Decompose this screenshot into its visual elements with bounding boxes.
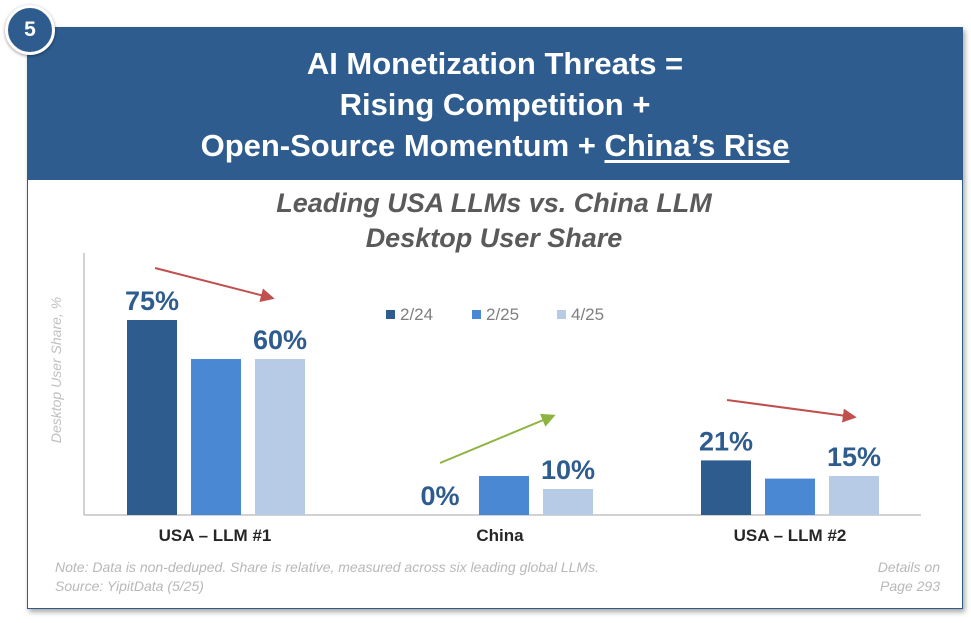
footnote-source: Source: YipitData (5/25) (55, 578, 204, 594)
bar-2-series-2 (479, 476, 529, 515)
chart-title-line-2: Desktop User Share (365, 223, 623, 253)
header-title-line-3-prefix: Open-Source Momentum + (200, 128, 605, 163)
chart-title-line-1: Leading USA LLMs vs. China LLM (276, 188, 712, 218)
legend-label-2: 2/25 (486, 305, 519, 324)
header-title-line-3: Open-Source Momentum + China’s Rise (28, 125, 962, 166)
details-line-2: Page 293 (880, 578, 940, 594)
header-title-line-2: Rising Competition + (339, 87, 651, 122)
bar-3-series-1 (701, 460, 751, 515)
trend-arrow-3 (726, 399, 857, 423)
data-label-2: 60% (253, 325, 307, 355)
footnote: Note: Data is non-deduped. Share is rela… (55, 558, 599, 596)
bar-3-series-2 (765, 478, 815, 515)
bar-1-series-1 (127, 320, 177, 515)
header-title-line-1: AI Monetization Threats = (306, 46, 684, 81)
bar-2-series-3 (543, 489, 593, 515)
trend-arrow-2 (439, 413, 556, 464)
y-axis-label: Desktop User Share, % (48, 297, 64, 443)
header-banner: AI Monetization Threats = Rising Competi… (28, 28, 962, 180)
data-label-1: 75% (125, 286, 179, 316)
legend-swatch-2 (472, 310, 481, 319)
data-label-6: 15% (827, 442, 881, 472)
legend-swatch-1 (386, 310, 395, 319)
details-line-1: Details on (877, 559, 940, 575)
legend-label-1: 2/24 (400, 305, 433, 324)
data-label-4: 10% (541, 455, 595, 485)
footnote-note: Note: Data is non-deduped. Share is rela… (55, 559, 599, 575)
legend-label-3: 4/25 (571, 305, 604, 324)
category-label-3: USA – LLM #2 (734, 526, 847, 545)
category-label-2: China (476, 526, 524, 545)
data-label-3: 0% (420, 481, 459, 511)
bar-3-series-3 (829, 476, 879, 515)
legend-swatch-3 (557, 310, 566, 319)
category-label-1: USA – LLM #1 (159, 526, 272, 545)
header-title-underlined: China’s Rise (604, 128, 790, 163)
bar-1-series-3 (255, 359, 305, 515)
trend-arrow-1 (154, 267, 275, 302)
bar-1-series-2 (191, 359, 241, 515)
data-label-5: 21% (699, 426, 753, 456)
chart-title: Leading USA LLMs vs. China LLM Desktop U… (27, 186, 961, 256)
slide-frame: AI Monetization Threats = Rising Competi… (27, 27, 963, 609)
details-reference: Details on Page 293 (878, 558, 940, 596)
slide-number-badge: 5 (5, 5, 55, 55)
